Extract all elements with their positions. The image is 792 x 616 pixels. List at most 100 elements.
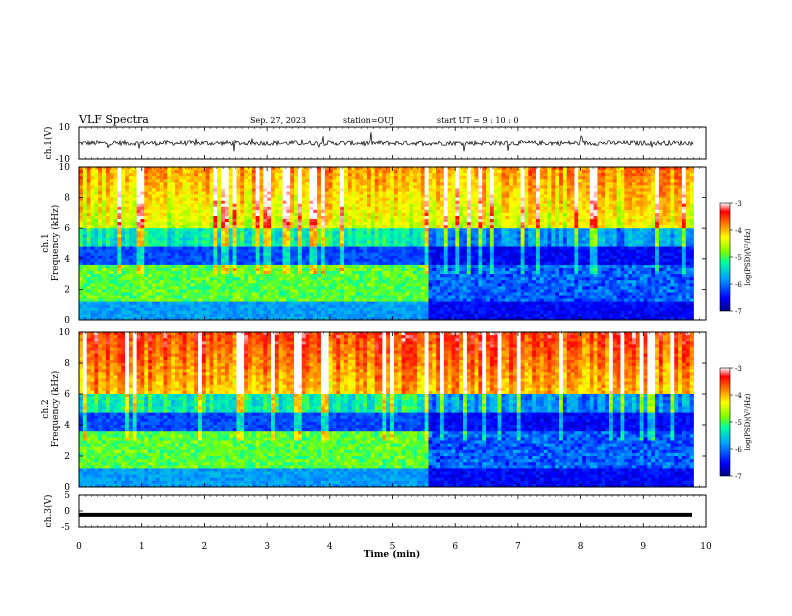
- spec-cell: [194, 253, 198, 256]
- spec-cell: [371, 198, 375, 201]
- spec-cell: [425, 207, 429, 210]
- spec-cell: [436, 179, 440, 182]
- spec-cell: [344, 185, 348, 188]
- spec-cell: [294, 198, 298, 201]
- spec-cell: [286, 176, 290, 179]
- spec-cell: [417, 244, 421, 247]
- spec-cell: [309, 219, 313, 222]
- spec-cell: [306, 274, 310, 277]
- spec-cell: [210, 271, 214, 274]
- spec-cell: [121, 195, 125, 198]
- spec-cell: [379, 244, 383, 247]
- spec-cell: [455, 173, 459, 176]
- spec-cell: [240, 296, 244, 299]
- spec-cell: [79, 222, 83, 225]
- spec-cell: [356, 247, 360, 250]
- spec-cell: [444, 286, 448, 289]
- spec-cell: [133, 259, 137, 262]
- spec-cell: [260, 210, 264, 213]
- spec-cell: [252, 250, 256, 253]
- spec-cell: [413, 167, 417, 170]
- spec-cell: [240, 262, 244, 265]
- spec-cell: [409, 185, 413, 188]
- spec-cell: [221, 274, 225, 277]
- spec-cell: [167, 271, 171, 274]
- spec-cell: [167, 176, 171, 179]
- spec-cell: [329, 299, 333, 302]
- spec-cell: [448, 167, 452, 170]
- spec-cell: [371, 201, 375, 204]
- spec-cell: [129, 277, 133, 280]
- spec-cell: [405, 213, 409, 216]
- spec-cell: [163, 207, 167, 210]
- spec-cell: [91, 210, 95, 213]
- spec-cell: [421, 268, 425, 271]
- spec-cell: [91, 250, 95, 253]
- spec-cell: [167, 222, 171, 225]
- spec-cell: [425, 274, 429, 277]
- spec-cell: [302, 289, 306, 292]
- spec-cell: [390, 250, 394, 253]
- spec-cell: [206, 231, 210, 234]
- spec-cell: [248, 216, 252, 219]
- spec-cell: [152, 219, 156, 222]
- spec-cell: [106, 231, 110, 234]
- spec-cell: [98, 219, 102, 222]
- spec-cell: [213, 277, 217, 280]
- spec-cell: [309, 188, 313, 191]
- spec-cell: [352, 176, 356, 179]
- spec-cell: [156, 201, 160, 204]
- spec-cell: [283, 244, 287, 247]
- spec-cell: [110, 222, 114, 225]
- spec-cell: [202, 286, 206, 289]
- spec-cell: [440, 305, 444, 308]
- spec-cell: [436, 265, 440, 268]
- spec-cell: [321, 299, 325, 302]
- spec-cell: [256, 240, 260, 243]
- spec-cell: [91, 240, 95, 243]
- spec-cell: [263, 198, 267, 201]
- spec-cell: [183, 237, 187, 240]
- spec-cell: [125, 198, 129, 201]
- spec-cell: [390, 240, 394, 243]
- spec-cell: [432, 195, 436, 198]
- spec-cell: [221, 268, 225, 271]
- spec-cell: [440, 302, 444, 305]
- spec-cell: [129, 265, 133, 268]
- spec-cell: [217, 195, 221, 198]
- spec-cell: [83, 292, 87, 295]
- spec-cell: [394, 299, 398, 302]
- spec-cell: [190, 234, 194, 237]
- spec-cell: [352, 228, 356, 231]
- spec-cell: [133, 234, 137, 237]
- spec-cell: [455, 167, 459, 170]
- spec-cell: [375, 237, 379, 240]
- spec-cell: [110, 191, 114, 194]
- spec-cell: [91, 213, 95, 216]
- spec-cell: [233, 210, 237, 213]
- spec-cell: [106, 225, 110, 228]
- spec-cell: [356, 268, 360, 271]
- spec-cell: [379, 213, 383, 216]
- spec-cell: [156, 179, 160, 182]
- spec-cell: [375, 216, 379, 219]
- spec-cell: [129, 271, 133, 274]
- spec-cell: [344, 244, 348, 247]
- spec-cell: [394, 240, 398, 243]
- spec-cell: [332, 250, 336, 253]
- spec-cell: [198, 274, 202, 277]
- spec-cell: [428, 225, 432, 228]
- spec-cell: [417, 201, 421, 204]
- spec-cell: [325, 289, 329, 292]
- spec-cell: [202, 195, 206, 198]
- spec-cell: [298, 213, 302, 216]
- spec-cell: [83, 280, 87, 283]
- spec-cell: [321, 225, 325, 228]
- spec-cell: [129, 170, 133, 173]
- spec-cell: [240, 277, 244, 280]
- spec-cell: [283, 271, 287, 274]
- spec-cell: [359, 240, 363, 243]
- spec-cell: [148, 292, 152, 295]
- spec-cell: [367, 195, 371, 198]
- spec-cell: [298, 256, 302, 259]
